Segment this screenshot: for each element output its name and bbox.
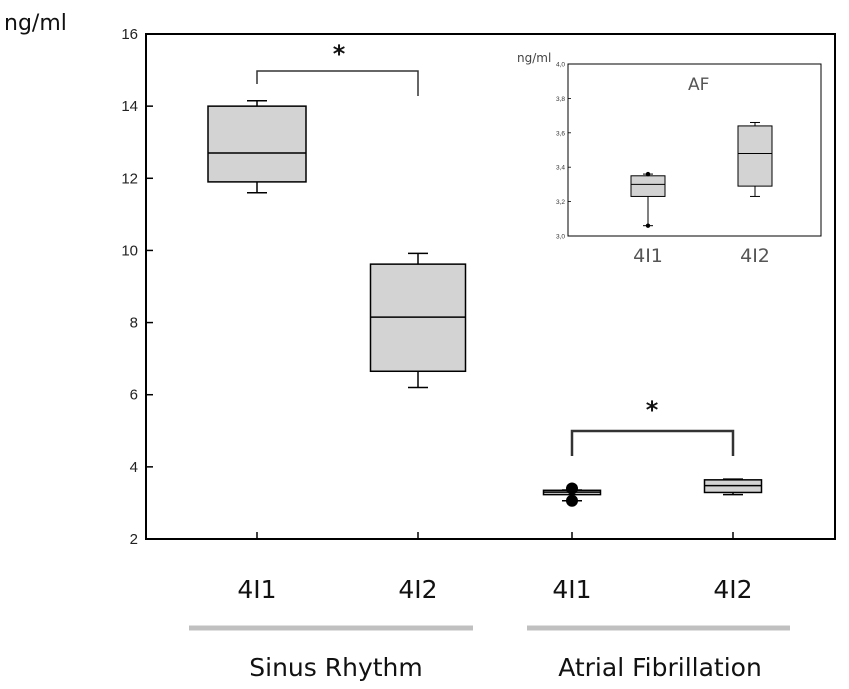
box-iqr bbox=[737, 125, 773, 187]
y-tick-label: 12 bbox=[121, 170, 138, 187]
main-y-axis-unit: ng/ml bbox=[4, 11, 67, 36]
significance-star: * bbox=[333, 40, 346, 68]
inset-category-label: 4I1 bbox=[633, 245, 663, 267]
group-label: Sinus Rhythm bbox=[249, 653, 423, 682]
inset-y-tick-label: 3,4 bbox=[556, 165, 565, 172]
category-label: 4I2 bbox=[713, 575, 752, 604]
inset-title: AF bbox=[688, 75, 709, 95]
inset-boxes: 4I1 4I2 bbox=[630, 121, 773, 267]
y-tick-label: 8 bbox=[130, 315, 138, 332]
y-tick-label: 14 bbox=[121, 98, 138, 115]
inset-plot-frame bbox=[567, 63, 822, 237]
category-label: 4I2 bbox=[398, 575, 437, 604]
inset-y-tick-label: 3,2 bbox=[556, 199, 565, 206]
group-labels: Sinus Rhythm Atrial Fibrillation bbox=[189, 625, 790, 682]
bracket-line bbox=[570, 429, 735, 456]
significance-bracket-2: * bbox=[570, 396, 735, 456]
main-y-ticks: 2 4 6 8 10 12 14 16 bbox=[121, 26, 734, 548]
main-boxes bbox=[207, 99, 763, 507]
bracket-line bbox=[256, 70, 419, 96]
inset-category-label: 4I2 bbox=[740, 245, 770, 267]
inset-box-1: 4I1 bbox=[630, 171, 666, 267]
outlier-point bbox=[645, 223, 651, 228]
y-tick-label: 6 bbox=[130, 387, 138, 404]
category-label: 4I1 bbox=[237, 575, 276, 604]
inset-y-tick-label: 3,8 bbox=[556, 96, 565, 103]
y-tick-label: 16 bbox=[121, 26, 138, 43]
main-plot-frame bbox=[145, 33, 836, 540]
outlier-point bbox=[645, 171, 651, 177]
box-iqr bbox=[630, 175, 666, 197]
box-iqr bbox=[207, 105, 307, 183]
category-label: 4I1 bbox=[552, 575, 591, 604]
outlier-point bbox=[566, 494, 578, 507]
significance-bracket-1: * bbox=[256, 40, 419, 96]
inset-y-ticks: 3,0 3,2 3,4 3,6 3,8 4,0 bbox=[556, 62, 571, 241]
inset-y-tick-label: 3,6 bbox=[556, 130, 565, 137]
box-4 bbox=[703, 478, 763, 496]
box-3 bbox=[542, 482, 602, 507]
y-tick-label: 4 bbox=[130, 459, 138, 476]
box-2 bbox=[369, 252, 467, 389]
outlier-point bbox=[566, 482, 578, 495]
box-1 bbox=[207, 99, 307, 194]
y-tick-label: 10 bbox=[121, 242, 138, 259]
main-significance-brackets: ** bbox=[256, 40, 735, 456]
inset-box-2: 4I2 bbox=[737, 121, 773, 267]
inset-y-axis-unit: ng/ml bbox=[517, 51, 551, 65]
inset-plot: ng/ml AF 3,0 3,2 3,4 3,6 3,8 4,0 4I1 4I2 bbox=[517, 51, 822, 267]
significance-star: * bbox=[646, 396, 659, 424]
group-label: Atrial Fibrillation bbox=[558, 653, 762, 682]
inset-y-tick-label: 3,0 bbox=[556, 234, 565, 241]
category-labels: 4I1 4I2 4I1 4I2 bbox=[237, 575, 752, 604]
inset-y-tick-label: 4,0 bbox=[556, 62, 565, 69]
y-tick-label: 2 bbox=[130, 531, 138, 548]
